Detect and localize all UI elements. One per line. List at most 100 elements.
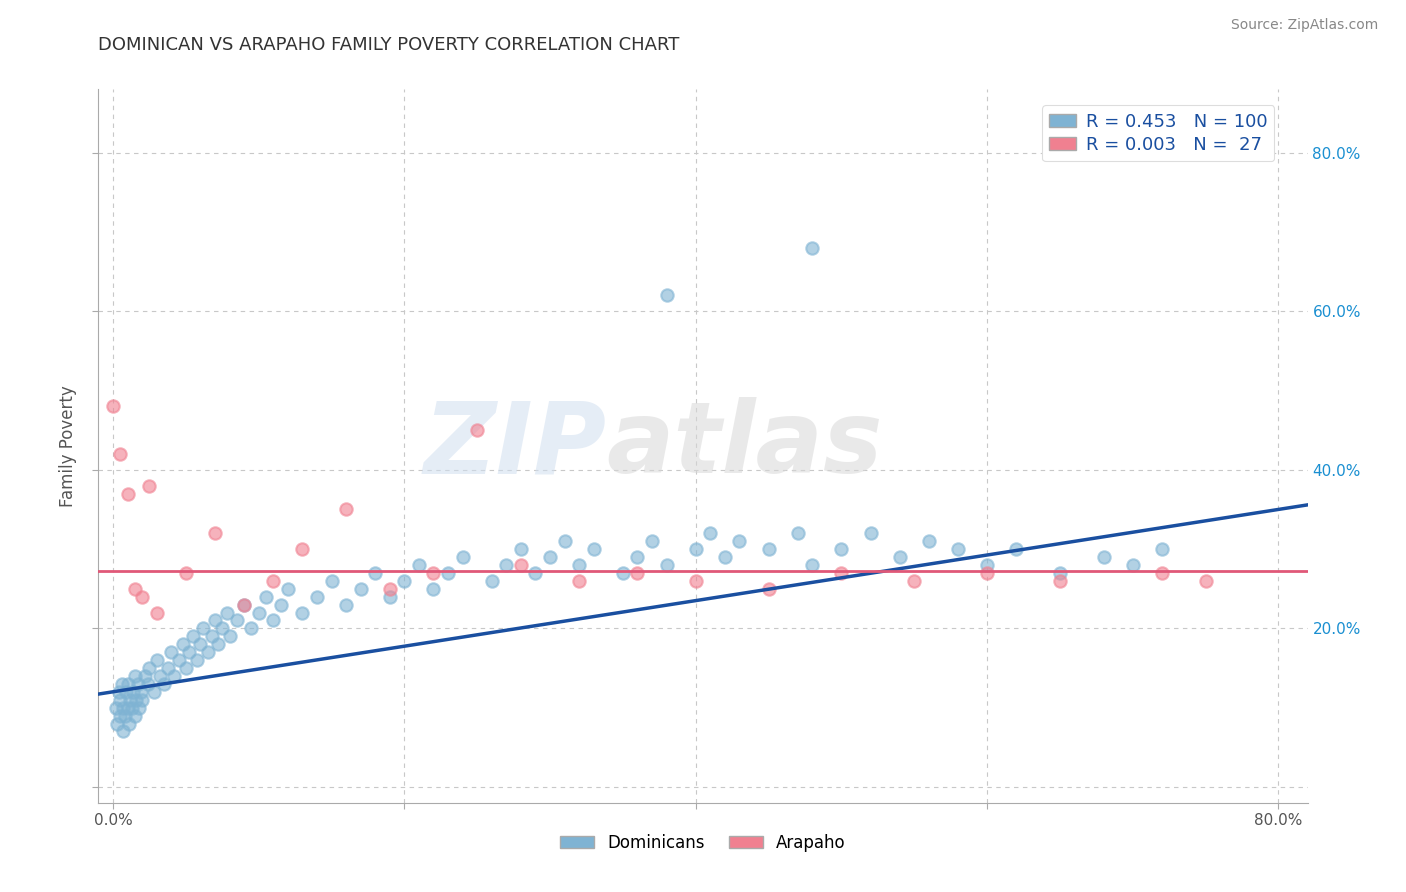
Point xyxy=(350,582,373,596)
Point xyxy=(889,549,911,564)
Point xyxy=(655,558,678,572)
Point xyxy=(177,645,200,659)
Point xyxy=(378,582,401,596)
Text: ZIP: ZIP xyxy=(423,398,606,494)
Point xyxy=(758,542,780,557)
Point xyxy=(801,241,824,255)
Point xyxy=(554,534,576,549)
Point xyxy=(495,558,517,572)
Point xyxy=(124,708,146,723)
Text: atlas: atlas xyxy=(606,398,883,494)
Point xyxy=(422,566,444,580)
Point xyxy=(174,566,197,580)
Point xyxy=(481,574,503,588)
Point xyxy=(136,677,159,691)
Text: Source: ZipAtlas.com: Source: ZipAtlas.com xyxy=(1230,18,1378,32)
Point xyxy=(946,542,969,557)
Point xyxy=(408,558,430,572)
Point xyxy=(218,629,240,643)
Point xyxy=(568,558,591,572)
Point xyxy=(247,606,270,620)
Point xyxy=(335,598,357,612)
Point xyxy=(1092,549,1115,564)
Legend: Dominicans, Arapaho: Dominicans, Arapaho xyxy=(554,828,852,859)
Point xyxy=(1005,542,1028,557)
Point xyxy=(641,534,664,549)
Point xyxy=(201,629,224,643)
Point xyxy=(451,549,474,564)
Point xyxy=(153,677,176,691)
Point xyxy=(138,661,160,675)
Point xyxy=(193,621,215,635)
Point xyxy=(699,526,721,541)
Point xyxy=(121,700,143,714)
Point xyxy=(859,526,882,541)
Point xyxy=(104,700,127,714)
Point xyxy=(110,708,132,723)
Point xyxy=(186,653,208,667)
Point xyxy=(714,549,737,564)
Point xyxy=(1194,574,1216,588)
Point xyxy=(321,574,343,588)
Point xyxy=(465,423,488,437)
Point xyxy=(181,629,204,643)
Point xyxy=(1049,574,1071,588)
Point xyxy=(262,574,284,588)
Point xyxy=(685,542,707,557)
Point xyxy=(129,685,152,699)
Point xyxy=(215,606,238,620)
Point xyxy=(976,566,998,580)
Point xyxy=(204,526,226,541)
Point xyxy=(190,637,212,651)
Point xyxy=(305,590,328,604)
Point xyxy=(124,669,146,683)
Point xyxy=(122,685,145,699)
Point xyxy=(149,669,172,683)
Point xyxy=(125,692,148,706)
Point xyxy=(160,645,183,659)
Point xyxy=(538,549,561,564)
Point xyxy=(277,582,299,596)
Point xyxy=(612,566,634,580)
Point xyxy=(112,724,135,739)
Point xyxy=(174,661,197,675)
Point xyxy=(114,708,136,723)
Point xyxy=(115,685,138,699)
Point xyxy=(131,590,153,604)
Point xyxy=(568,574,591,588)
Point xyxy=(142,685,165,699)
Point xyxy=(233,598,256,612)
Point xyxy=(105,716,128,731)
Point xyxy=(976,558,998,572)
Point xyxy=(1049,566,1071,580)
Point xyxy=(626,549,648,564)
Point xyxy=(262,614,284,628)
Point xyxy=(524,566,547,580)
Y-axis label: Family Poverty: Family Poverty xyxy=(59,385,77,507)
Point xyxy=(101,400,124,414)
Point xyxy=(127,677,149,691)
Point xyxy=(145,653,167,667)
Point xyxy=(626,566,648,580)
Point xyxy=(728,534,751,549)
Point xyxy=(394,574,416,588)
Point xyxy=(163,669,186,683)
Point xyxy=(118,716,141,731)
Point xyxy=(117,700,139,714)
Point xyxy=(254,590,277,604)
Point xyxy=(128,700,150,714)
Point xyxy=(110,692,132,706)
Point xyxy=(758,582,780,596)
Point xyxy=(291,606,314,620)
Point xyxy=(131,692,153,706)
Point xyxy=(167,653,190,667)
Point xyxy=(108,685,131,699)
Point xyxy=(120,692,142,706)
Point xyxy=(291,542,314,557)
Point xyxy=(830,542,852,557)
Point xyxy=(786,526,808,541)
Point xyxy=(1122,558,1144,572)
Point xyxy=(204,614,226,628)
Point xyxy=(240,621,263,635)
Point xyxy=(1150,542,1173,557)
